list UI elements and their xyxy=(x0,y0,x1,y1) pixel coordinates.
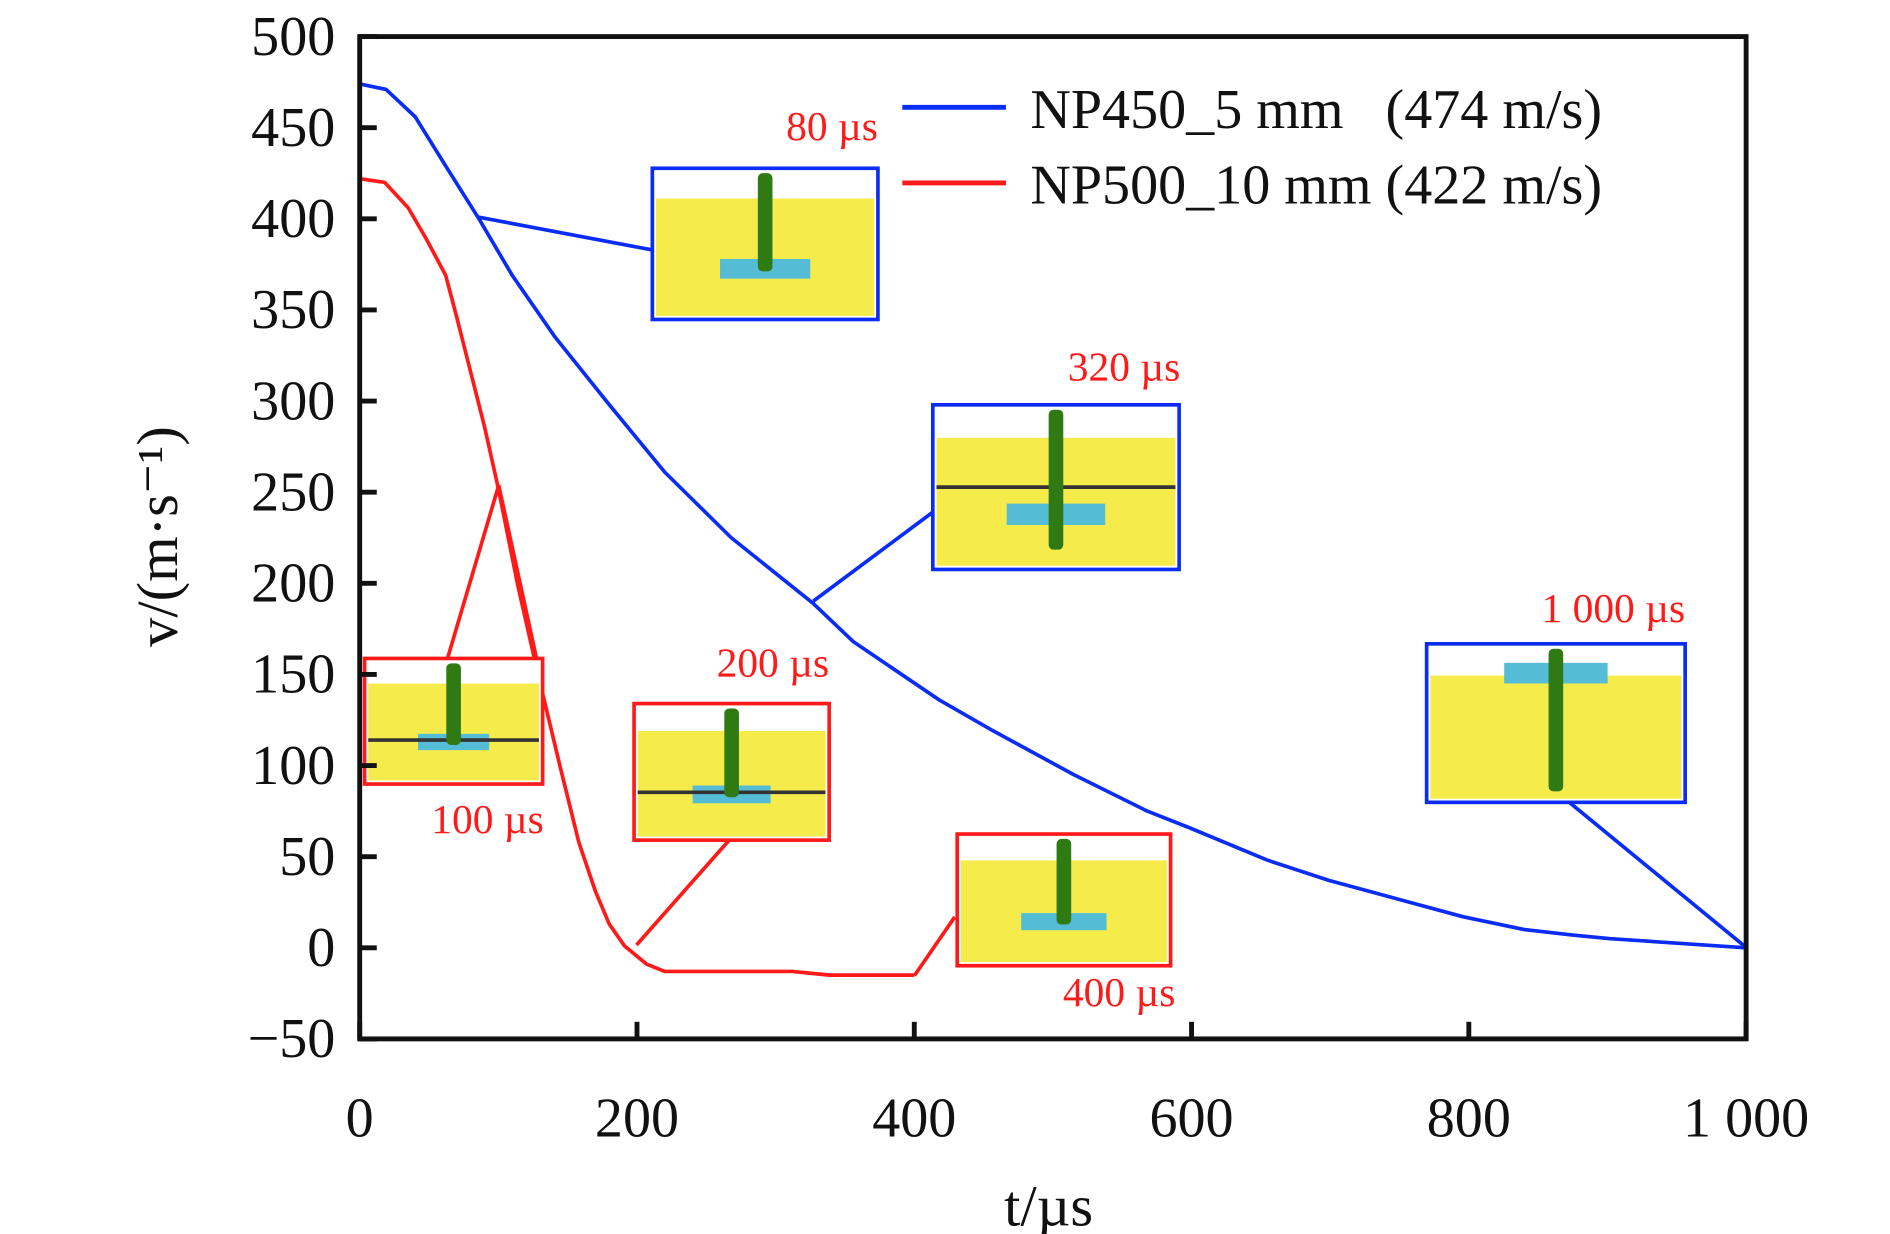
x-tick-label: 600 xyxy=(1149,1087,1233,1149)
inset-time-label: 1 000 µs xyxy=(1542,585,1686,631)
y-axis-label: v/(m·s⁻¹) xyxy=(125,426,190,647)
x-tick-label: 400 xyxy=(872,1087,956,1149)
legend-label-1: NP500_10 mm (422 m/s) xyxy=(1030,155,1602,217)
x-axis-label: t/µs xyxy=(1004,1173,1093,1234)
y-tick-label: 350 xyxy=(251,279,335,341)
y-tick-label: 450 xyxy=(251,97,335,159)
inset-frame xyxy=(650,166,880,322)
inset-frame xyxy=(362,656,545,786)
y-tick-label: 300 xyxy=(251,370,335,432)
inset-time-label: 100 µs xyxy=(431,796,544,842)
projectile xyxy=(757,173,773,272)
series-line-0 xyxy=(359,82,1747,950)
y-tick-label: −50 xyxy=(248,1008,336,1070)
y-tick-label: 200 xyxy=(251,553,335,615)
inset-frame xyxy=(1424,641,1687,805)
y-tick-label: 500 xyxy=(251,6,335,68)
y-tick-label: 100 xyxy=(251,735,335,797)
legend-label-0: NP450_5 mm (474 m/s) xyxy=(1030,79,1602,141)
y-tick-label: 150 xyxy=(251,644,335,706)
plot-frame xyxy=(357,34,1749,1042)
inset-100-µs: 100 µs xyxy=(362,484,545,842)
y-tick-label: 0 xyxy=(307,917,335,979)
inset-time-label: 400 µs xyxy=(1063,969,1176,1015)
inset-80-µs: 80 µs xyxy=(477,103,880,322)
inset-frame xyxy=(930,403,1181,572)
inset-1-000-µs: 1 000 µs xyxy=(1424,585,1748,949)
connector-line xyxy=(477,215,653,252)
inset-time-label: 320 µs xyxy=(1068,343,1181,389)
insets: 80 µs 320 µs 1 000 µs 100 µs 200 µs 400 µs xyxy=(362,103,1748,1015)
x-tick-label: 0 xyxy=(346,1087,374,1149)
inset-time-label: 200 µs xyxy=(717,640,830,686)
legend: NP450_5 mm (474 m/s) NP500_10 mm (422 m/s… xyxy=(902,79,1602,217)
inset-time-label: 80 µs xyxy=(786,103,878,149)
inset-400-µs: 400 µs xyxy=(913,832,1176,1015)
x-tick-label: 200 xyxy=(595,1087,679,1149)
projectile xyxy=(1048,409,1064,550)
x-tick-label: 1 000 xyxy=(1683,1087,1809,1149)
inset-200-µs: 200 µs xyxy=(632,640,831,947)
y-tick-label: 400 xyxy=(251,188,335,250)
x-tick-label: 800 xyxy=(1427,1087,1511,1149)
projectile xyxy=(446,663,461,745)
projectile xyxy=(1548,648,1564,792)
connector-line xyxy=(1568,800,1748,949)
inset-frame xyxy=(955,832,1173,968)
projectile xyxy=(1056,838,1072,925)
connector-line xyxy=(913,915,957,977)
y-tick-label: 250 xyxy=(251,461,335,523)
y-tick-label: 50 xyxy=(279,826,335,888)
connector-line xyxy=(635,838,731,947)
inset-320-µs: 320 µs xyxy=(812,343,1181,603)
connector-line xyxy=(445,484,539,659)
inset-frame xyxy=(632,701,831,842)
projectile xyxy=(724,708,739,798)
connector-line xyxy=(812,510,934,603)
